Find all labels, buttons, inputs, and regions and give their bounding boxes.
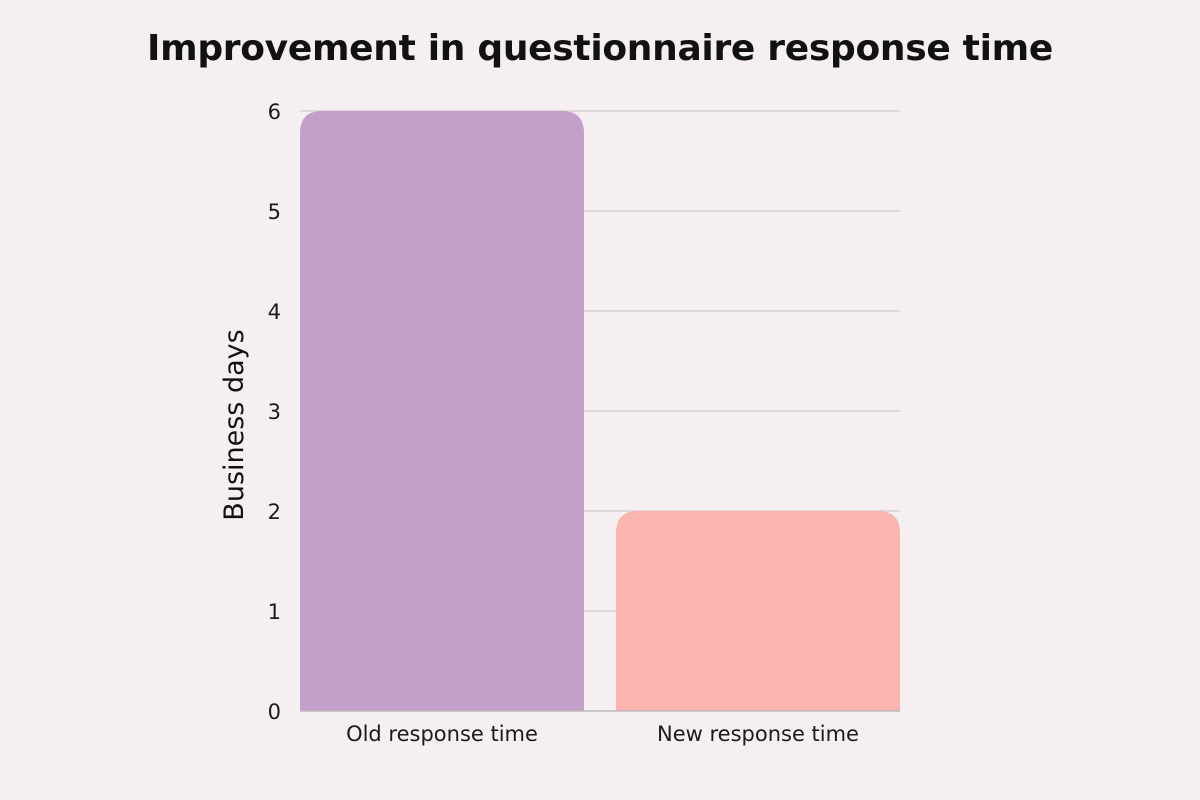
y-axis-title: Business days: [219, 329, 250, 520]
y-tick-label-6: 6: [268, 100, 281, 124]
x-category-label-1: New response time: [657, 722, 859, 746]
bar-new-response-time: [616, 511, 900, 711]
y-tick-label-4: 4: [268, 300, 281, 324]
y-tick-label-1: 1: [268, 600, 281, 624]
y-tick-label-2: 2: [268, 500, 281, 524]
y-tick-label-3: 3: [268, 400, 281, 424]
chart-title: Improvement in questionnaire response ti…: [147, 28, 1053, 69]
axes: 0 1 2 3 4 5 6 Old response time New response tim…: [268, 100, 900, 746]
y-tick-label-5: 5: [268, 200, 281, 224]
bars: [300, 111, 900, 711]
bar-old-response-time: [300, 111, 584, 711]
x-category-label-0: Old response time: [346, 722, 538, 746]
y-tick-label-0: 0: [268, 700, 281, 724]
